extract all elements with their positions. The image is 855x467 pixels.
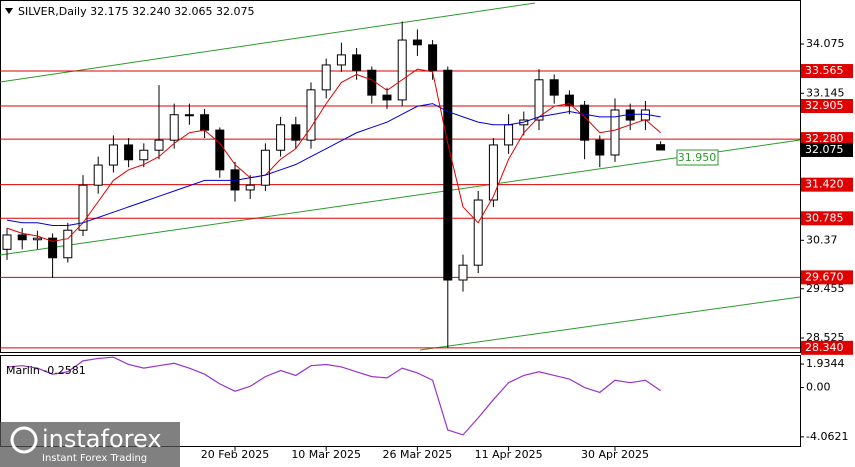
- x-tick-label: 26 Mar 2025: [383, 448, 453, 461]
- y-tick-label: 29.455: [806, 282, 845, 295]
- candle-body: [321, 64, 331, 91]
- indicator-frame: [0, 355, 801, 447]
- candle-body: [124, 144, 134, 161]
- candle-body: [367, 69, 377, 96]
- menu-arrow: [5, 8, 13, 14]
- logo-icon: [10, 426, 38, 454]
- level-label: 31.420: [805, 178, 844, 191]
- level-label: 33.565: [805, 64, 844, 77]
- last-price-box: [801, 142, 853, 157]
- plot: [0, 21, 804, 451]
- candle-body: [656, 144, 666, 151]
- candle-body: [276, 124, 286, 151]
- candle-body: [610, 109, 620, 156]
- candle-body: [184, 114, 194, 117]
- level-label: 32.280: [805, 132, 844, 145]
- chart-title: SILVER,Daily 32.175 32.240 32.065 32.075: [18, 5, 255, 18]
- main-frame: [0, 0, 801, 353]
- level-label-box: [801, 177, 853, 192]
- trend-line: [419, 296, 801, 351]
- candle-body: [48, 237, 58, 259]
- level-label-box: [801, 270, 853, 285]
- candle-body: [2, 234, 12, 250]
- candle-body: [412, 39, 422, 46]
- y-tick-label: 0.00: [806, 381, 831, 394]
- candle-body: [549, 79, 559, 96]
- x-tick-label: 10 Mar 2025: [291, 448, 361, 461]
- candle-body: [473, 199, 483, 266]
- x-tick-label: 11 Apr 2025: [475, 448, 543, 461]
- candle-body: [215, 129, 225, 171]
- candle-body: [580, 104, 590, 141]
- candle-body: [534, 79, 544, 121]
- candle-body: [458, 264, 468, 281]
- candle-body: [245, 184, 255, 191]
- level-label-box: [801, 132, 853, 147]
- y-tick-label: 34.075: [806, 37, 845, 50]
- level-label-box: [801, 211, 853, 226]
- candle-body: [504, 124, 514, 146]
- candle-body: [443, 69, 453, 281]
- candle-body: [78, 184, 88, 231]
- candle-body: [488, 144, 498, 201]
- moving-average: [6, 68, 661, 242]
- y-tick-label: 1.9344: [806, 357, 845, 370]
- level-label: 28.340: [805, 341, 844, 354]
- level-label-box: [801, 98, 853, 113]
- x-tick-label: 30 Apr 2025: [581, 448, 649, 461]
- x-tick-label: 20 Feb 2025: [201, 448, 269, 461]
- y-tick-label: 33.145: [806, 86, 845, 99]
- trend-label-box: [676, 149, 719, 166]
- candle-body: [306, 89, 316, 141]
- candle-body: [139, 149, 149, 161]
- candle-body: [108, 144, 118, 166]
- trend-line: [0, 2, 536, 83]
- last-price-label: 32.075: [805, 143, 844, 156]
- candle-body: [93, 164, 103, 186]
- candle-body: [154, 139, 164, 151]
- candle-body: [32, 237, 42, 241]
- candle-body: [397, 39, 407, 101]
- logo-tagline: Instant Forex Trading: [42, 453, 147, 464]
- level-label: 29.670: [805, 270, 844, 283]
- candle-body: [169, 114, 179, 141]
- candle-body: [564, 94, 574, 106]
- indicator-title: Marlin -0.2581: [6, 364, 86, 377]
- level-label: 32.905: [805, 99, 844, 112]
- candle-body: [17, 234, 27, 241]
- candle-body: [260, 149, 270, 186]
- candle-body: [336, 54, 346, 66]
- trend-line: [0, 139, 801, 256]
- candle-body: [291, 124, 301, 141]
- candle-body: [595, 139, 605, 156]
- y-tick-label: -4.0621: [806, 430, 848, 443]
- level-label-box: [801, 340, 853, 355]
- level-label: 30.785: [805, 211, 844, 224]
- candle-body: [382, 94, 392, 101]
- logo-name: instaforex: [42, 425, 162, 453]
- candle-body: [428, 44, 438, 71]
- indicator-line: [6, 356, 661, 436]
- candle-body: [63, 229, 73, 259]
- y-tick-label: 28.525: [806, 331, 845, 344]
- moving-average: [6, 103, 661, 226]
- candle-body: [200, 114, 210, 131]
- trend-label: 31.950: [678, 151, 717, 164]
- candle-body: [352, 54, 362, 71]
- level-label-box: [801, 64, 853, 79]
- logo: instaforex Instant Forex Trading: [0, 422, 180, 467]
- y-tick-label: 30.37: [806, 233, 838, 246]
